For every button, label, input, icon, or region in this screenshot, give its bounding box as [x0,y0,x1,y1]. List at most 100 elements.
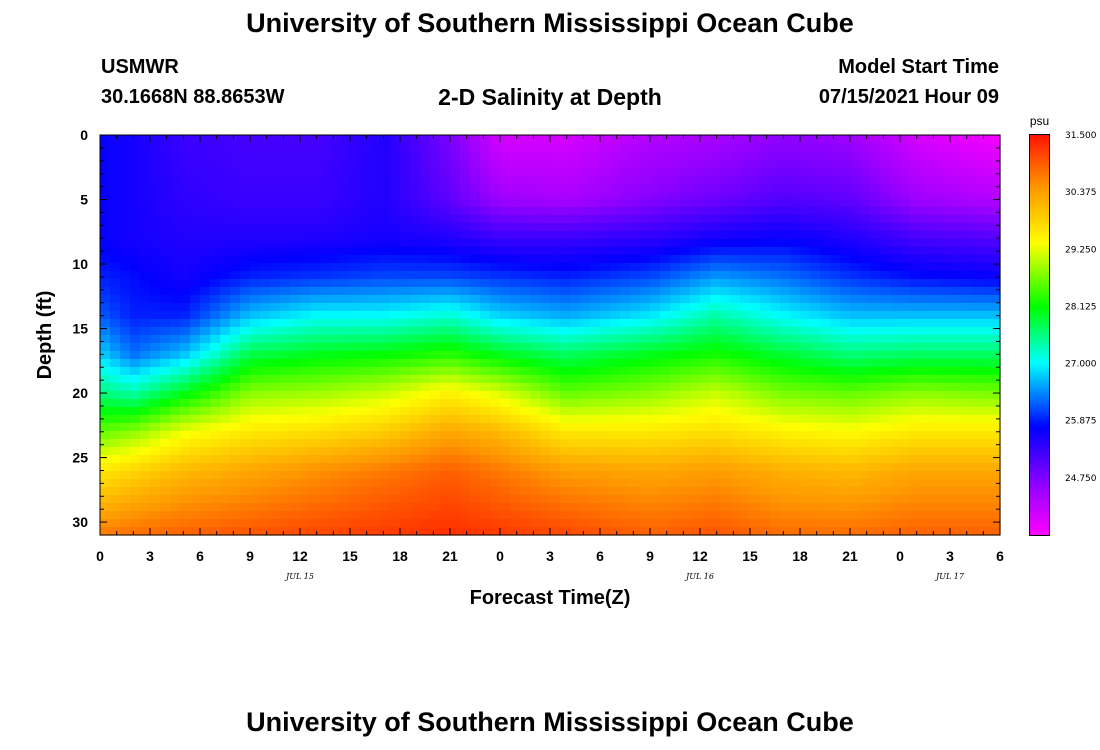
heatmap-cell [440,495,451,504]
heatmap-cell [390,367,401,376]
heatmap-cell [810,151,821,160]
heatmap-cell [120,263,131,272]
heatmap-cell [520,311,531,320]
heatmap-cell [340,415,351,424]
heatmap-cell [140,207,151,216]
heatmap-cell [750,447,761,456]
heatmap-cell [150,511,161,520]
heatmap-cell [390,207,401,216]
heatmap-cell [580,391,591,400]
heatmap-cell [500,423,511,432]
heatmap-cell [730,239,741,248]
heatmap-cell [130,223,141,232]
heatmap-cell [470,319,481,328]
heatmap-cell [840,287,851,296]
heatmap-cell [920,311,931,320]
heatmap-cell [200,415,211,424]
heatmap-cell [960,519,971,528]
heatmap-cell [410,383,421,392]
heatmap-cell [170,407,181,416]
heatmap-cell [870,527,881,536]
heatmap-cell [590,311,601,320]
heatmap-cell [520,407,531,416]
heatmap-cell [120,247,131,256]
heatmap-cell [350,479,361,488]
heatmap-cell [980,407,991,416]
heatmap-cell [660,303,671,312]
heatmap-cell [850,487,861,496]
heatmap-cell [980,263,991,272]
heatmap-cell [410,303,421,312]
heatmap-cell [640,503,651,512]
heatmap-cell [450,167,461,176]
heatmap-cell [700,167,711,176]
heatmap-cell [900,351,911,360]
heatmap-cell [730,471,741,480]
heatmap-cell [910,175,921,184]
heatmap-cell [770,247,781,256]
heatmap-cell [690,231,701,240]
heatmap-cell [210,303,221,312]
heatmap-cell [520,519,531,528]
heatmap-cell [190,423,201,432]
heatmap-cell [760,399,771,408]
heatmap-cell [270,447,281,456]
heatmap-cell [900,135,911,144]
heatmap-cell [280,151,291,160]
heatmap-cell [270,143,281,152]
heatmap-cell [780,479,791,488]
heatmap-cell [250,311,261,320]
heatmap-cell [440,247,451,256]
heatmap-cell [460,255,471,264]
heatmap-cell [840,335,851,344]
heatmap-cell [580,143,591,152]
heatmap-cell [190,303,201,312]
heatmap-cell [690,487,701,496]
heatmap-cell [420,327,431,336]
heatmap-cell [640,215,651,224]
heatmap-cell [820,439,831,448]
heatmap-cell [920,239,931,248]
heatmap-cell [830,247,841,256]
heatmap-cell [710,311,721,320]
heatmap-cell [970,207,981,216]
heatmap-cell [660,311,671,320]
heatmap-cell [780,367,791,376]
heatmap-cell [980,159,991,168]
heatmap-cell [760,303,771,312]
heatmap-cell [170,447,181,456]
heatmap-cell [850,407,861,416]
heatmap-cell [950,159,961,168]
heatmap-cell [320,383,331,392]
heatmap-cell [160,239,171,248]
heatmap-cell [290,511,301,520]
heatmap-cell [590,359,601,368]
heatmap-cell [400,463,411,472]
heatmap-cell [590,183,601,192]
heatmap-cell [570,199,581,208]
heatmap-cell [780,431,791,440]
heatmap-cell [660,279,671,288]
heatmap-cell [140,471,151,480]
heatmap-cell [950,191,961,200]
heatmap-cell [500,359,511,368]
heatmap-cell [680,343,691,352]
heatmap-cell [590,519,601,528]
heatmap-cell [990,463,1001,472]
heatmap-cell [930,287,941,296]
heatmap-cell [240,439,251,448]
heatmap-cell [770,487,781,496]
heatmap-cell [980,319,991,328]
heatmap-cell [170,455,181,464]
heatmap-cell [470,207,481,216]
heatmap-cell [610,439,621,448]
heatmap-cell [900,343,911,352]
heatmap-cell [580,431,591,440]
heatmap-cell [130,215,141,224]
heatmap-cell [370,391,381,400]
heatmap-cell [380,303,391,312]
heatmap-cell [710,159,721,168]
heatmap-cell [570,487,581,496]
heatmap-cell [700,463,711,472]
heatmap-cell [160,495,171,504]
